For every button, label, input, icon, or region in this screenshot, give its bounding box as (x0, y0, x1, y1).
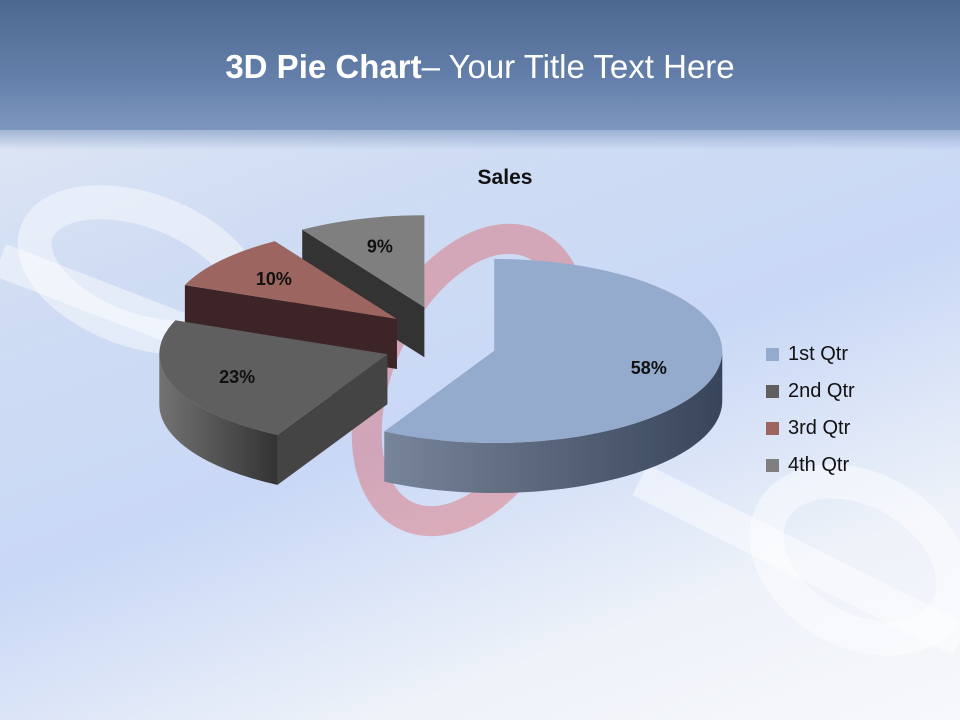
legend-label: 3rd Qtr (788, 417, 851, 439)
chart-title: Sales (477, 166, 533, 189)
legend-label: 4th Qtr (788, 454, 850, 476)
pie-slice-1: 58% (384, 258, 723, 493)
data-label: 9% (367, 236, 393, 256)
legend: 1st Qtr 2nd Qtr 3rd Qtr 4th Qtr (766, 336, 855, 484)
slice-top (384, 258, 723, 443)
legend-swatch (766, 385, 779, 398)
slice-top (159, 320, 388, 435)
legend-item: 3rd Qtr (766, 410, 855, 447)
slice-side-shade (384, 350, 723, 493)
data-label: 58% (631, 358, 667, 378)
legend-swatch (766, 422, 779, 435)
data-label: 10% (256, 269, 292, 289)
legend-swatch (766, 459, 779, 472)
data-label: 23% (219, 367, 255, 387)
legend-label: 2nd Qtr (788, 380, 855, 402)
title-band (0, 0, 960, 150)
pie-slice-2: 23% (159, 320, 388, 485)
slide-title: 3D Pie Chart– Your Title Text Here (225, 48, 735, 85)
legend-item: 4th Qtr (766, 447, 855, 484)
slice-side-shade (159, 354, 278, 485)
legend-item: 1st Qtr (766, 336, 855, 373)
legend-label: 1st Qtr (788, 343, 849, 365)
legend-swatch (766, 348, 779, 361)
slice-top (302, 215, 425, 308)
legend-item: 2nd Qtr (766, 373, 855, 410)
slice-top (184, 241, 397, 319)
